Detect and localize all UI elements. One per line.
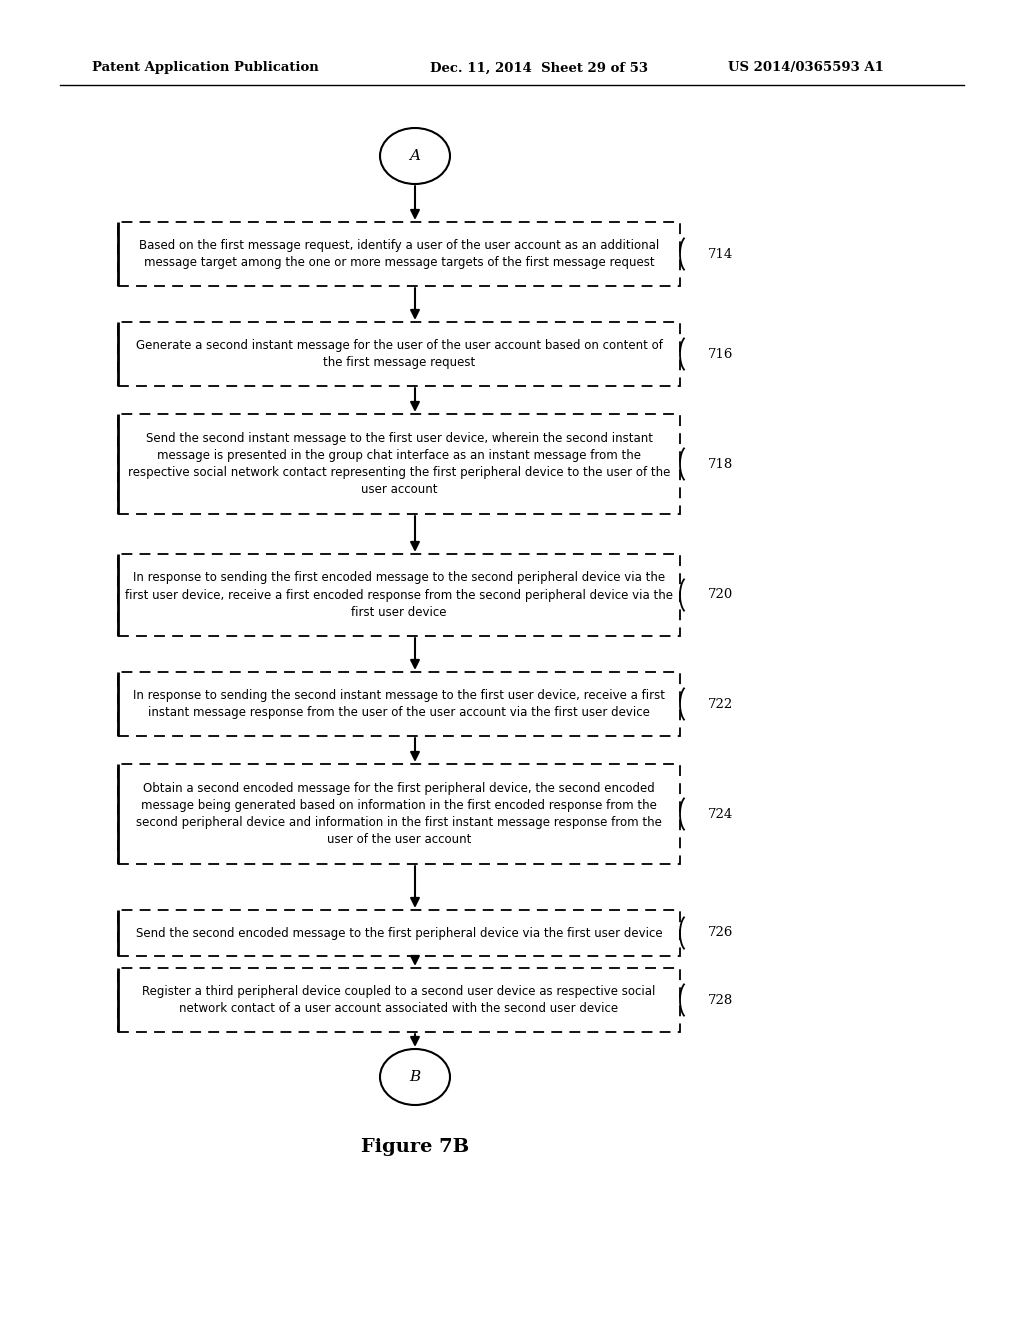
Bar — [118, 222, 680, 286]
Text: Obtain a second encoded message for the first peripheral device, the second enco: Obtain a second encoded message for the … — [136, 781, 662, 846]
Text: Based on the first message request, identify a user of the user account as an ad: Based on the first message request, iden… — [139, 239, 659, 269]
Text: 724: 724 — [708, 808, 733, 821]
Text: Send the second encoded message to the first peripheral device via the first use: Send the second encoded message to the f… — [136, 927, 663, 940]
Text: In response to sending the second instant message to the first user device, rece: In response to sending the second instan… — [133, 689, 665, 719]
Text: 714: 714 — [708, 248, 733, 260]
Bar — [118, 909, 680, 956]
Text: 722: 722 — [708, 697, 733, 710]
Text: Patent Application Publication: Patent Application Publication — [92, 62, 318, 74]
Text: 720: 720 — [708, 589, 733, 602]
Text: Figure 7B: Figure 7B — [360, 1138, 469, 1156]
Bar — [118, 764, 680, 865]
Text: US 2014/0365593 A1: US 2014/0365593 A1 — [728, 62, 884, 74]
Text: 726: 726 — [708, 927, 733, 940]
Bar — [118, 322, 680, 385]
Text: Send the second instant message to the first user device, wherein the second ins: Send the second instant message to the f… — [128, 432, 670, 496]
Text: 728: 728 — [708, 994, 733, 1006]
Text: Dec. 11, 2014  Sheet 29 of 53: Dec. 11, 2014 Sheet 29 of 53 — [430, 62, 648, 74]
Bar — [118, 968, 680, 1032]
Text: A: A — [410, 149, 421, 162]
Text: B: B — [410, 1071, 421, 1084]
Text: 716: 716 — [708, 347, 733, 360]
Text: 718: 718 — [708, 458, 733, 470]
Text: In response to sending the first encoded message to the second peripheral device: In response to sending the first encoded… — [125, 572, 673, 619]
Bar — [118, 414, 680, 513]
Text: Generate a second instant message for the user of the user account based on cont: Generate a second instant message for th… — [135, 339, 663, 370]
Bar — [118, 672, 680, 737]
Bar — [118, 554, 680, 636]
Text: Register a third peripheral device coupled to a second user device as respective: Register a third peripheral device coupl… — [142, 985, 655, 1015]
